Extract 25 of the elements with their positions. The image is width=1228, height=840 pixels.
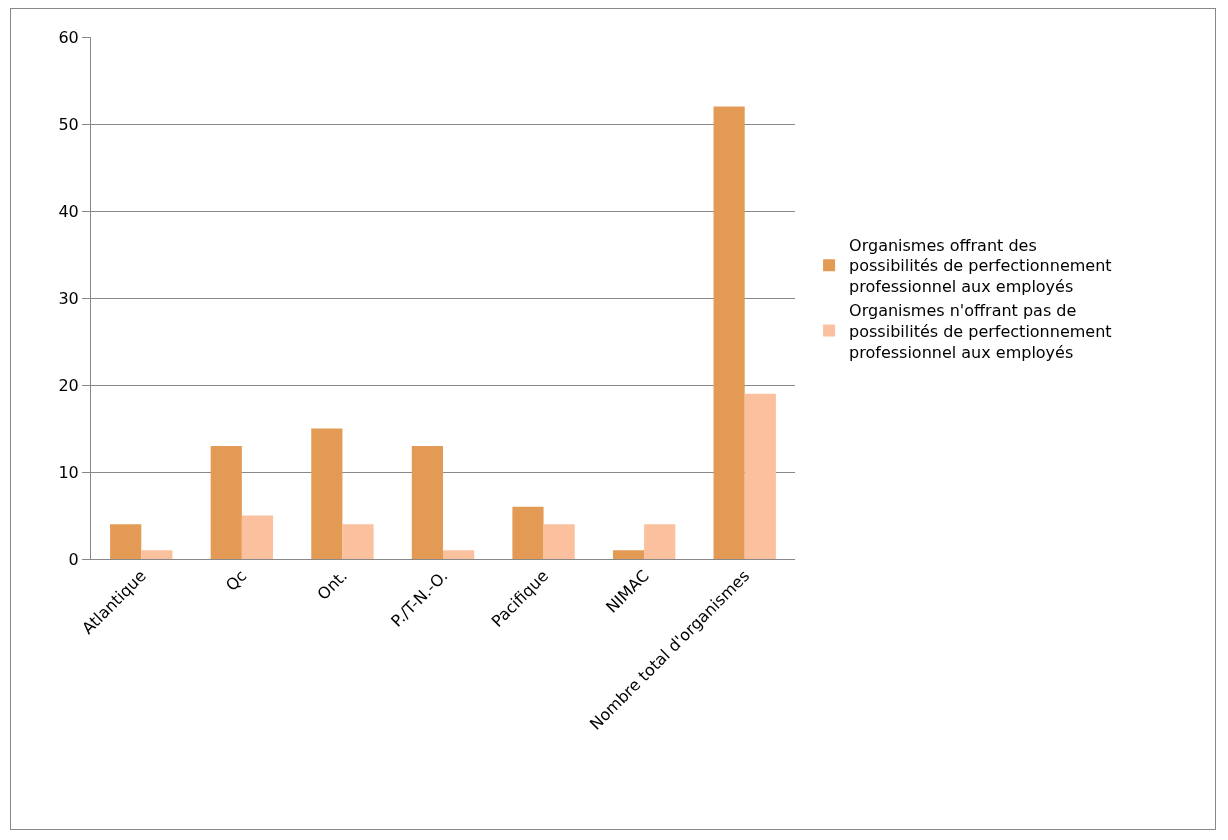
y-tick-label: 40 <box>58 201 79 221</box>
x-tick-label: Ont. <box>313 566 351 604</box>
y-tick-label: 50 <box>58 114 79 134</box>
bar <box>443 550 475 559</box>
bar <box>612 550 645 559</box>
x-tick-label: Qc <box>221 566 251 595</box>
bar <box>311 428 343 559</box>
bar <box>141 550 173 559</box>
bar <box>241 515 274 559</box>
bar <box>512 506 544 559</box>
bar <box>210 445 242 559</box>
y-tick-label: 30 <box>58 288 79 308</box>
y-tick-label: 60 <box>58 27 79 47</box>
bar <box>644 524 676 559</box>
legend-label: Organismes n'offrant pas de possibilités de perfectionnement professionnel aux employés <box>849 301 1112 362</box>
y-tick-label: 0 <box>68 549 79 569</box>
bar <box>411 445 443 559</box>
y-tick-label: 10 <box>58 462 79 482</box>
legend-label: Organismes offrant des possibilités de perfectionnement professionnel aux employés <box>849 235 1112 297</box>
y-tick-label: 20 <box>58 375 79 395</box>
bar <box>543 524 575 559</box>
bar <box>110 524 142 559</box>
bar <box>342 524 374 559</box>
bar <box>713 106 745 559</box>
bar <box>744 393 776 559</box>
